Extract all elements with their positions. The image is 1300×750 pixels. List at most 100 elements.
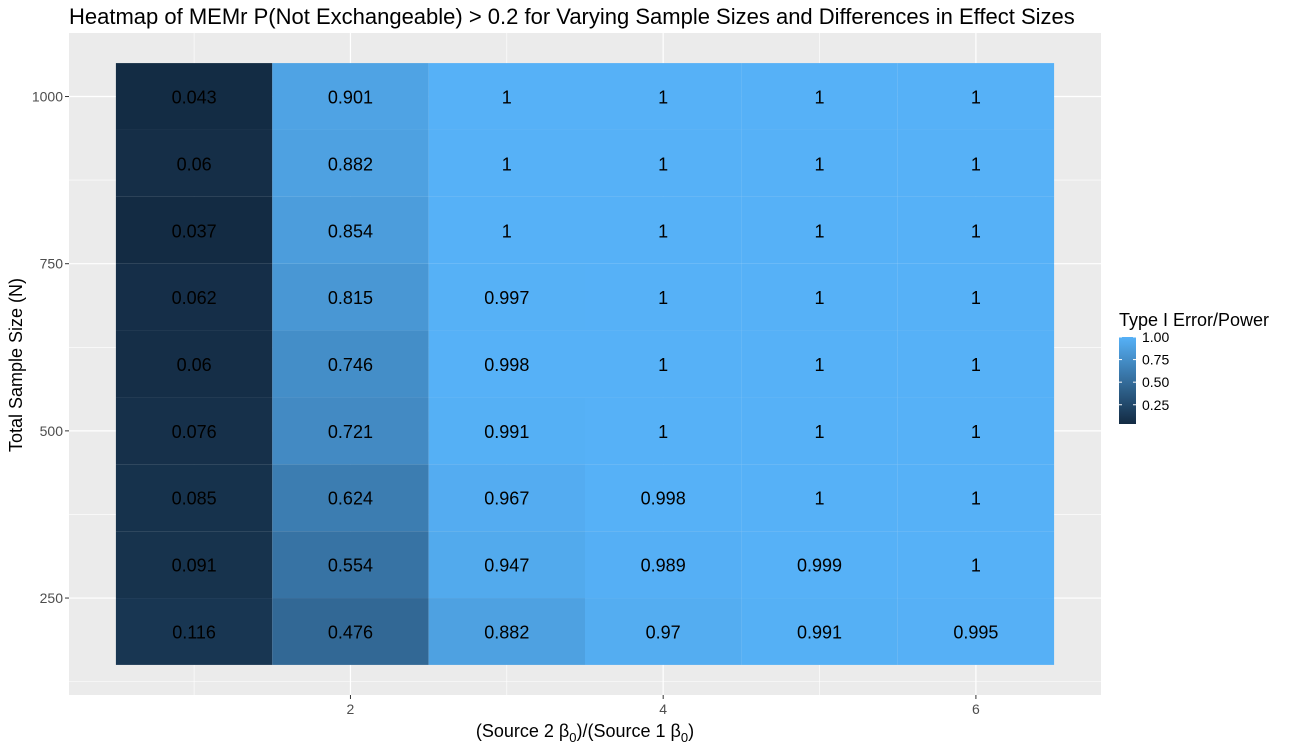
heatmap-cell <box>115 397 273 465</box>
heatmap-cell <box>741 263 898 331</box>
cell-value-label: 0.062 <box>172 288 217 308</box>
legend-break-label: 1.00 <box>1142 329 1169 345</box>
heatmap-cell <box>428 330 585 398</box>
cell-value-label: 0.967 <box>484 489 529 509</box>
cell-value-label: 1 <box>815 489 825 509</box>
heatmap-cell <box>585 397 742 465</box>
cell-value-label: 1 <box>815 154 825 174</box>
heatmap-cell <box>115 531 273 599</box>
chart-title: Heatmap of MEMr P(Not Exchangeable) > 0.… <box>69 4 1075 29</box>
heatmap-cell <box>115 196 273 264</box>
cell-value-label: 0.037 <box>172 221 217 241</box>
heatmap-cell <box>897 598 1055 665</box>
cell-value-label: 0.999 <box>797 556 842 576</box>
cell-value-label: 0.991 <box>484 422 529 442</box>
cell-value-label: 0.882 <box>328 154 373 174</box>
heatmap-cell <box>897 196 1055 264</box>
heatmap-cells <box>115 63 1055 665</box>
cell-value-label: 1 <box>971 422 981 442</box>
cell-value-label: 0.043 <box>172 88 217 108</box>
heatmap-cell <box>741 129 898 197</box>
cell-value-label: 0.989 <box>641 556 686 576</box>
heatmap-cell <box>741 598 898 665</box>
heatmap-cell <box>115 598 273 665</box>
heatmap-cell <box>741 330 898 398</box>
heatmap-cell <box>115 330 273 398</box>
heatmap-cell <box>272 598 429 665</box>
legend-break-label: 0.50 <box>1142 374 1169 390</box>
heatmap-cell <box>428 464 585 532</box>
cell-value-label: 0.991 <box>797 622 842 642</box>
heatmap-cell <box>585 598 742 665</box>
cell-value-label: 0.624 <box>328 489 373 509</box>
legend-break-label: 0.75 <box>1142 352 1169 368</box>
heatmap-cell <box>741 531 898 599</box>
cell-value-label: 1 <box>971 288 981 308</box>
x-tick-label: 2 <box>347 701 355 717</box>
cell-value-label: 1 <box>658 88 668 108</box>
cell-value-label: 0.998 <box>484 355 529 375</box>
cell-value-label: 1 <box>658 422 668 442</box>
heatmap-cell <box>272 531 429 599</box>
cell-value-label: 0.882 <box>484 622 529 642</box>
cell-value-label: 1 <box>971 154 981 174</box>
heatmap-cell <box>428 397 585 465</box>
cell-value-label: 0.076 <box>172 422 217 442</box>
cell-value-label: 0.901 <box>328 88 373 108</box>
heatmap-cell <box>428 129 585 197</box>
cell-value-label: 0.554 <box>328 556 373 576</box>
cell-value-label: 1 <box>658 221 668 241</box>
legend-break-label: 0.25 <box>1142 397 1169 413</box>
heatmap-cell <box>897 330 1055 398</box>
heatmap-cell <box>428 63 585 130</box>
cell-value-label: 1 <box>658 355 668 375</box>
heatmap-cell <box>897 397 1055 465</box>
cell-value-label: 0.06 <box>177 154 212 174</box>
heatmap-cell <box>741 397 898 465</box>
heatmap-cell <box>585 263 742 331</box>
heatmap-cell <box>272 263 429 331</box>
heatmap-cell <box>428 531 585 599</box>
cell-value-label: 1 <box>502 221 512 241</box>
heatmap-cell <box>585 196 742 264</box>
cell-labels: 0.116 0.476 0.882 0.97 0.991 0.995 0.091 0.554 0… <box>172 88 999 643</box>
heatmap-cell <box>272 196 429 264</box>
heatmap-cell <box>272 330 429 398</box>
heatmap-cell <box>115 464 273 532</box>
heatmap-cell <box>428 263 585 331</box>
cell-value-label: 1 <box>815 288 825 308</box>
cell-value-label: 0.997 <box>484 288 529 308</box>
heatmap-cell <box>115 63 273 130</box>
x-axis-title: (Source 2 β0)/(Source 1 β0) <box>476 721 694 745</box>
cell-value-label: 1 <box>658 154 668 174</box>
y-axis-title: Total Sample Size (N) <box>6 278 26 452</box>
cell-value-label: 0.721 <box>328 422 373 442</box>
heatmap-cell <box>585 129 742 197</box>
heatmap-cell <box>897 63 1055 130</box>
heatmap-cell <box>741 63 898 130</box>
cell-value-label: 1 <box>971 88 981 108</box>
heatmap-cell <box>272 63 429 130</box>
heatmap-cell <box>741 464 898 532</box>
cell-value-label: 0.476 <box>328 622 373 642</box>
x-tick-label: 6 <box>972 701 980 717</box>
heatmap-cell <box>897 263 1055 331</box>
cell-value-label: 0.998 <box>641 489 686 509</box>
cell-value-label: 0.97 <box>646 622 681 642</box>
heatmap-cell <box>741 196 898 264</box>
color-legend: Type I Error/Power 1.00 0.75 0.50 0.25 <box>1119 310 1269 424</box>
heatmap-cell <box>585 464 742 532</box>
heatmap-cell <box>428 598 585 665</box>
cell-value-label: 0.746 <box>328 355 373 375</box>
heatmap-cell <box>897 531 1055 599</box>
cell-value-label: 0.085 <box>172 489 217 509</box>
cell-value-label: 0.815 <box>328 288 373 308</box>
cell-value-label: 0.091 <box>172 556 217 576</box>
heatmap-cell <box>428 196 585 264</box>
y-axis: 250 500 750 1000 <box>32 89 69 606</box>
legend-title: Type I Error/Power <box>1119 310 1269 330</box>
heatmap-cell <box>585 531 742 599</box>
heatmap-cell <box>115 263 273 331</box>
cell-value-label: 1 <box>815 355 825 375</box>
